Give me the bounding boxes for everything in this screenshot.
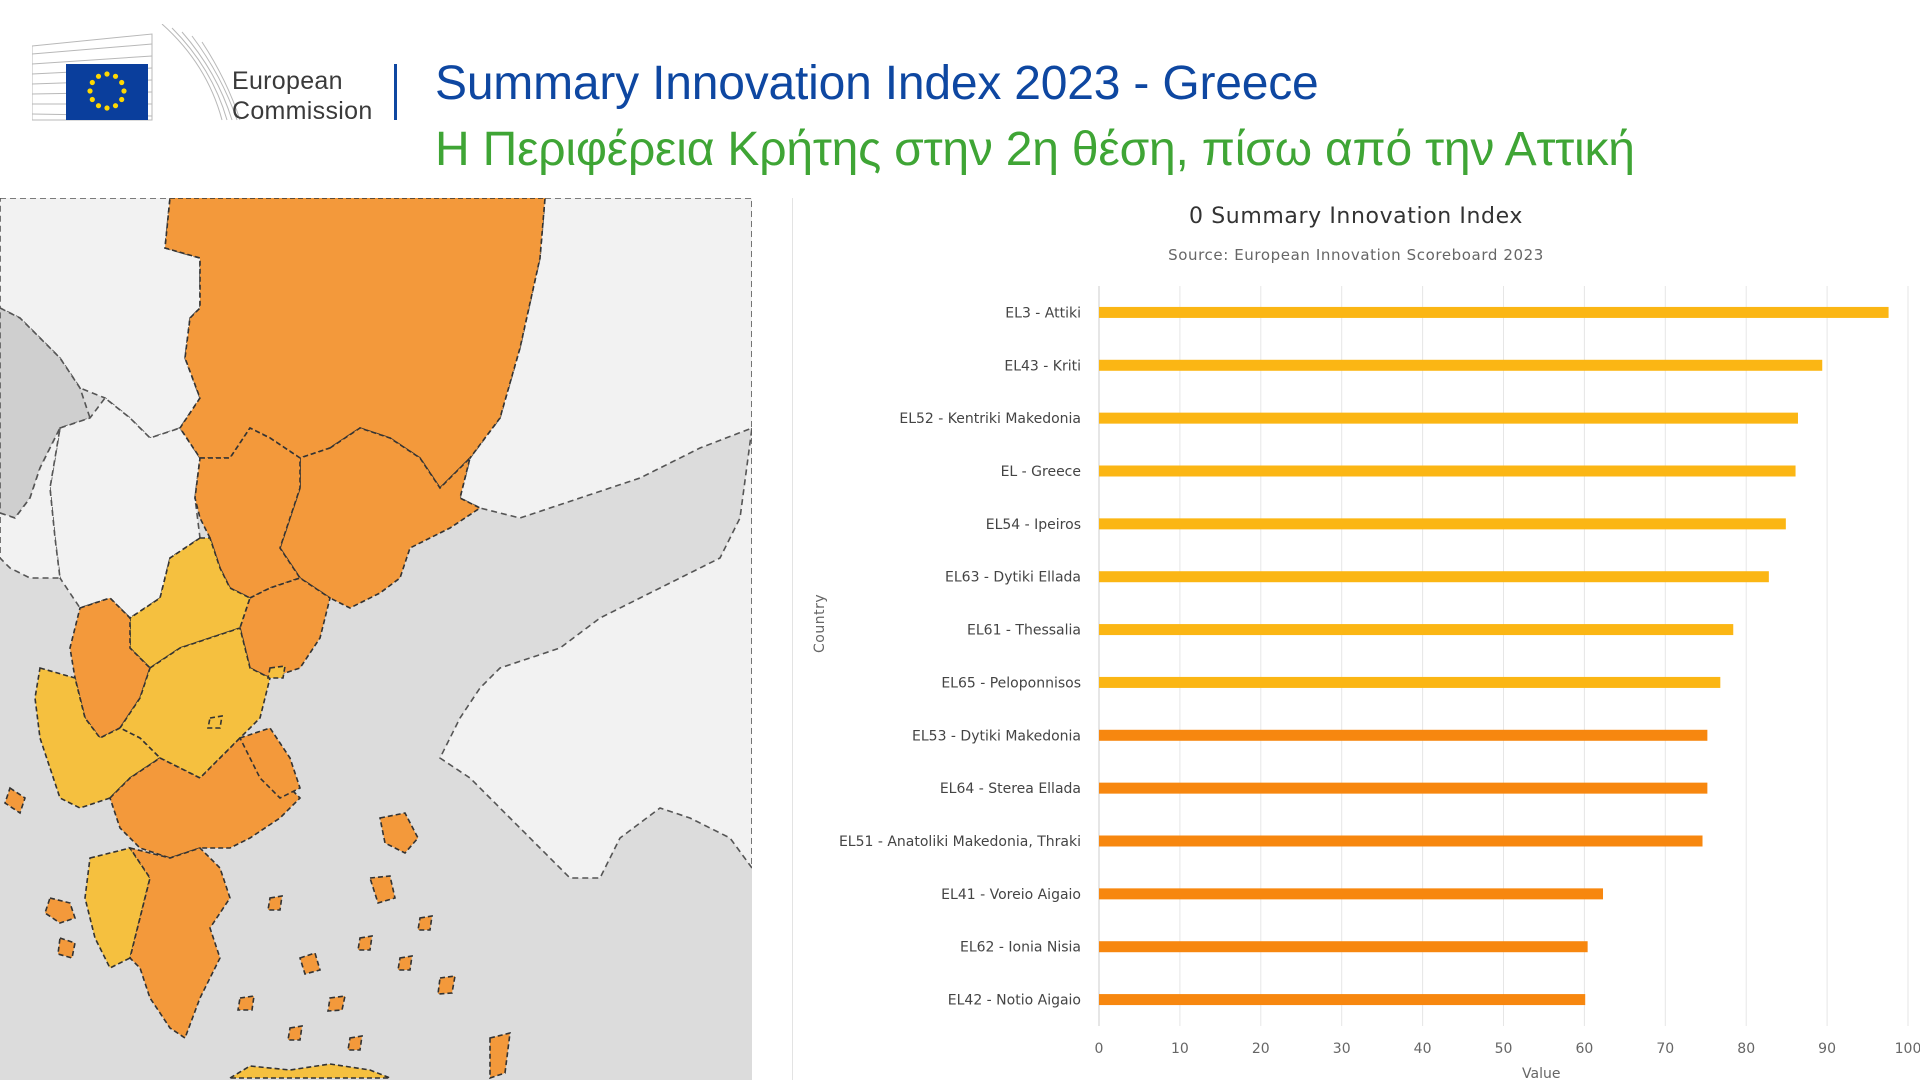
bar[interactable] [1099,888,1604,900]
chart-panel: 0 Summary Innovation Index Source: Europ… [792,198,1920,1082]
x-axis-title: Value [1522,1066,1561,1082]
ec-building-icon [31,23,241,121]
neighbour-countries [0,198,752,879]
y-tick-label: EL63 - Dytiki Ellada [945,570,1081,586]
logo-line-1: European [232,67,343,95]
y-tick-label: EL64 - Sterea Ellada [940,781,1081,797]
european-commission-logo [31,23,402,126]
x-tick-label: 70 [1656,1041,1674,1057]
y-tick-label: EL53 - Dytiki Makedonia [912,728,1081,744]
bar[interactable] [1099,306,1889,318]
bar-chart-svg: 0 10 20 30 40 50 60 70 80 90 100 EL3 - Attiki EL43 -… [839,286,1920,1057]
greek-regions [4,198,546,1080]
page-title: Summary Innovation Index 2023 - Greece [435,57,1319,110]
logo-divider [394,64,397,120]
y-tick-label: EL54 - Ipeiros [986,517,1081,533]
bar[interactable] [1099,835,1703,847]
bar[interactable] [1099,624,1734,636]
y-tick-label: EL61 - Thessalia [967,623,1081,639]
y-tick-label: EL51 - Anatoliki Makedonia, Thraki [839,834,1081,850]
y-tick-label: EL43 - Kriti [1004,358,1081,374]
x-tick-label: 10 [1171,1041,1189,1057]
x-tick-label: 90 [1818,1041,1836,1057]
x-tick-label: 30 [1333,1041,1351,1057]
chart-title: 0 Summary Innovation Index [1189,204,1523,229]
bar[interactable] [1099,518,1786,530]
bar[interactable] [1099,412,1798,424]
x-tick-label: 50 [1495,1041,1513,1057]
y-tick-label: EL - Greece [1001,464,1081,480]
eu-stars [87,71,127,111]
x-tick-label: 20 [1252,1041,1270,1057]
x-tick-label: 40 [1414,1041,1432,1057]
bar[interactable] [1099,994,1586,1006]
bar[interactable] [1099,941,1588,953]
y-tick-label: EL42 - Notio Aigaio [948,993,1081,1009]
bar[interactable] [1099,782,1708,794]
bar[interactable] [1099,729,1708,741]
logo-line-2: Commission [232,97,373,125]
bar[interactable] [1099,359,1823,371]
y-tick-label: EL41 - Voreio Aigaio [941,887,1081,903]
bar[interactable] [1099,465,1796,477]
x-tick-label: 60 [1575,1041,1593,1057]
x-tick-label: 100 [1895,1041,1920,1057]
bar[interactable] [1099,571,1769,583]
x-tick-label: 80 [1737,1041,1755,1057]
y-tick-label: EL65 - Peloponnisos [941,675,1081,691]
greece-regions-map [0,198,752,1080]
map-svg [0,198,752,1080]
y-tick-label: EL3 - Attiki [1005,305,1081,321]
bar[interactable] [1099,676,1721,688]
chart-panel-border [792,198,793,1080]
y-tick-label: EL52 - Kentriki Makedonia [899,411,1081,427]
logo-text: European Commission [232,66,373,126]
slide-header: European Commission Summary Innovation I… [0,0,1920,198]
y-tick-label: EL62 - Ionia Nisia [960,940,1081,956]
x-tick-label: 0 [1095,1041,1104,1057]
chart-subtitle: Source: European Innovation Scoreboard 2… [1168,246,1544,264]
page-subtitle: Η Περιφέρεια Κρήτης στην 2η θέση, πίσω α… [435,123,1635,176]
